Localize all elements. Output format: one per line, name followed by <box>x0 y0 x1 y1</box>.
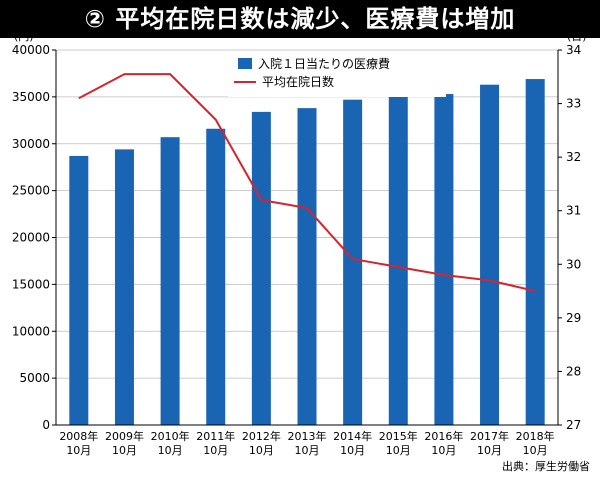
bar <box>114 149 134 425</box>
left-tick-label: 30000 <box>12 137 50 151</box>
bar <box>434 94 454 425</box>
bar <box>343 99 363 425</box>
x-tick-label-year: 2018年 <box>516 429 555 443</box>
x-tick-label-month: 10月 <box>203 444 228 457</box>
bar <box>297 108 317 425</box>
x-tick-label-year: 2014年 <box>333 429 372 443</box>
left-tick-label: 15000 <box>12 277 50 291</box>
x-tick-label-month: 10月 <box>340 444 365 457</box>
x-tick-label-year: 2017年 <box>470 429 509 443</box>
right-tick-label: 28 <box>566 364 581 378</box>
legend-background <box>228 51 446 97</box>
left-tick-label: 25000 <box>12 184 50 198</box>
chart-title: ② 平均在院日数は減少、医療費は増加 <box>84 5 516 33</box>
left-tick-label: 10000 <box>12 324 50 338</box>
legend-bar-label: 入院１日当たりの医療費 <box>258 56 390 71</box>
x-tick-label-month: 10月 <box>295 444 320 457</box>
x-tick-label-year: 2016年 <box>424 429 463 443</box>
left-tick-label: 0 <box>42 418 50 432</box>
right-tick-label: 31 <box>566 204 581 218</box>
legend: 入院１日当たりの医療費 平均在院日数 <box>228 51 446 97</box>
right-tick-label: 34 <box>566 43 581 57</box>
title-bar: ② 平均在院日数は減少、医療費は増加 <box>0 0 600 38</box>
x-tick-label-year: 2011年 <box>196 429 235 443</box>
legend-line-label: 平均在院日数 <box>262 74 334 89</box>
right-tick-label: 27 <box>566 418 581 432</box>
right-tick-label: 32 <box>566 150 581 164</box>
x-tick-label-month: 10月 <box>523 444 548 457</box>
x-tick-label-month: 10月 <box>249 444 274 457</box>
bar <box>160 137 180 425</box>
x-tick-label-month: 10月 <box>477 444 502 457</box>
x-tick-label-month: 10月 <box>431 444 456 457</box>
bar <box>251 111 271 425</box>
x-tick-label-month: 10月 <box>386 444 411 457</box>
right-tick-label: 30 <box>566 257 581 271</box>
left-tick-label: 20000 <box>12 231 50 245</box>
x-tick-label-year: 2013年 <box>288 429 327 443</box>
bar <box>206 128 226 425</box>
bar <box>388 96 408 425</box>
left-tick-label: 35000 <box>12 90 50 104</box>
source-note: 出典：厚生労働省 <box>502 459 590 473</box>
left-tick-label: 5000 <box>19 371 50 385</box>
right-tick-label: 33 <box>566 97 581 111</box>
right-tick-label: 29 <box>566 311 581 325</box>
x-tick-label-year: 2015年 <box>379 429 418 443</box>
x-tick-label-year: 2009年 <box>105 429 144 443</box>
x-tick-label-year: 2010年 <box>151 429 190 443</box>
bar <box>480 84 500 425</box>
legend-bar-swatch <box>238 58 252 69</box>
bar <box>69 155 89 425</box>
x-tick-label-year: 2012年 <box>242 429 281 443</box>
x-tick-label-month: 10月 <box>66 444 91 457</box>
left-tick-label: 40000 <box>12 43 50 57</box>
x-tick-label-year: 2008年 <box>59 429 98 443</box>
left-axis-unit: (円) <box>14 30 34 43</box>
bar <box>525 79 545 425</box>
x-tick-label-month: 10月 <box>158 444 183 457</box>
x-tick-label-month: 10月 <box>112 444 137 457</box>
right-axis-unit: (日) <box>567 30 587 43</box>
